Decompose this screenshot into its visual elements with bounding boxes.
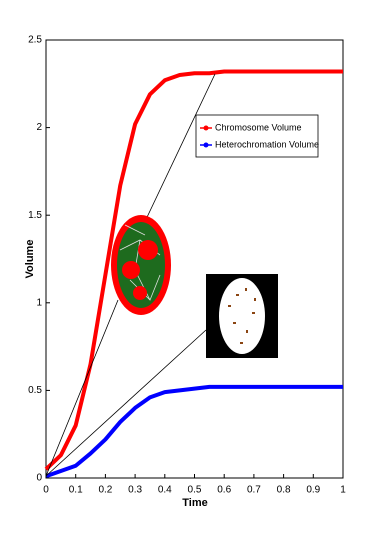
legend-swatch — [203, 142, 209, 148]
x-axis-label: Time — [182, 497, 207, 509]
y-tick-label: 0 — [36, 473, 42, 484]
y-tick-label: 2.5 — [28, 35, 42, 46]
x-tick-label: 0.2 — [98, 485, 112, 496]
legend-swatch — [203, 125, 209, 131]
legend-label: Heterochromation Volume — [215, 139, 319, 149]
axes-frame — [45, 39, 344, 479]
cell-image — [133, 286, 147, 300]
y-axis-label: Volume — [24, 240, 36, 279]
series-line — [45, 384, 343, 479]
x-tick-label: 0 — [43, 485, 49, 496]
legend-box — [195, 114, 319, 158]
x-tick-label: 0.7 — [247, 485, 261, 496]
y-tick-label: 2 — [36, 122, 42, 133]
cell-image — [122, 261, 140, 279]
y-tick-label: 0.5 — [28, 385, 42, 396]
x-tick-label: 0.4 — [158, 485, 172, 496]
cell-image — [219, 278, 265, 354]
legend-label: Chromosome Volume — [215, 122, 302, 132]
x-tick-label: 0.3 — [128, 485, 142, 496]
connector — [139, 73, 216, 233]
x-tick-label: 0.5 — [188, 485, 202, 496]
y-tick-label: 1 — [36, 297, 42, 308]
x-tick-label: 0.1 — [69, 485, 83, 496]
x-tick-label: 0.6 — [217, 485, 231, 496]
connector — [45, 299, 119, 477]
cell-image — [119, 224, 161, 301]
x-tick-label: 0.9 — [306, 485, 320, 496]
y-tick-label: 1.5 — [28, 210, 42, 221]
insets — [45, 73, 278, 477]
connector — [45, 329, 207, 477]
x-tick-label: 1 — [340, 485, 346, 496]
cell-image — [138, 240, 158, 260]
x-tick-label: 0.8 — [277, 485, 291, 496]
series-line — [44, 69, 343, 471]
cell-image — [228, 288, 256, 344]
